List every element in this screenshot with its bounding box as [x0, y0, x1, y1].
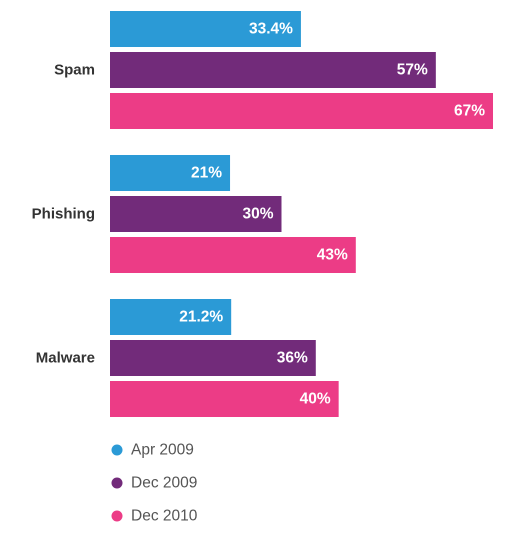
bar-phishing-dec-2010 [110, 237, 356, 273]
bar-phishing-apr-2009 [110, 155, 231, 191]
bar-value-label-malware-dec-2010: 40% [300, 391, 331, 408]
legend-label-dec-2010: Dec 2010 [131, 508, 198, 525]
legend-swatch-dec-2010 [111, 510, 123, 522]
legend-swatch-dec-2009 [111, 477, 123, 489]
bar-spam-dec-2009 [110, 52, 436, 88]
legend: Apr 2009 Dec 2009 Dec 2010 [111, 442, 198, 525]
bar-malware-apr-2009 [110, 299, 232, 335]
bar-phishing-dec-2009 [110, 196, 282, 232]
bar-value-label-malware-dec-2009: 36% [277, 350, 308, 367]
bars-layer: 33.4% 57% 67% 21% 30% 43% 21.2% 36% 40% [110, 11, 493, 417]
category-label-spam: Spam [54, 62, 95, 79]
bar-value-label-phishing-dec-2009: 30% [242, 206, 273, 223]
category-label-phishing: Phishing [32, 206, 95, 223]
legend-swatch-apr-2009 [111, 444, 123, 456]
bar-malware-dec-2010 [110, 381, 339, 417]
legend-label-apr-2009: Apr 2009 [131, 442, 194, 459]
bar-value-label-phishing-apr-2009: 21% [191, 165, 222, 182]
bar-spam-apr-2009 [110, 11, 301, 47]
category-label-malware: Malware [36, 350, 95, 367]
bar-value-label-phishing-dec-2010: 43% [317, 247, 348, 264]
bar-value-label-malware-apr-2009: 21.2% [179, 309, 223, 326]
bar-value-label-spam-apr-2009: 33.4% [249, 21, 293, 38]
legend-label-dec-2009: Dec 2009 [131, 475, 197, 492]
bar-value-label-spam-dec-2010: 67% [454, 103, 485, 120]
bar-spam-dec-2010 [110, 93, 493, 129]
category-labels: Spam Phishing Malware [32, 62, 95, 367]
bar-malware-dec-2009 [110, 340, 316, 376]
bar-value-label-spam-dec-2009: 57% [397, 62, 428, 79]
